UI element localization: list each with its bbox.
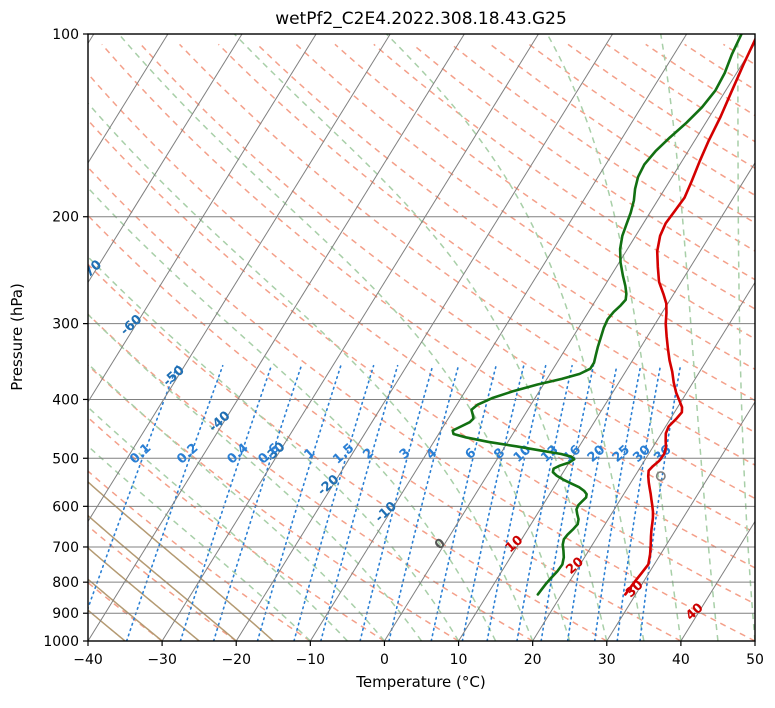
x-tick-label: 30	[598, 652, 616, 668]
x-tick-label: −30	[147, 652, 177, 668]
x-tick-label: 0	[380, 652, 389, 668]
dry-adiabats-group	[88, 43, 755, 641]
x-tick-label: 20	[524, 652, 542, 668]
dry-adiabat-line	[295, 43, 755, 371]
mixing-ratio-line	[256, 364, 342, 641]
mixing-ratio-line	[486, 364, 547, 641]
profile-series-group	[451, 34, 755, 596]
y-tick-label: 600	[52, 499, 79, 515]
y-tick-label: 100	[52, 27, 79, 43]
dry-adiabat-line	[334, 43, 755, 340]
dry-adiabat-line	[256, 43, 755, 402]
moist-adiabat-line	[118, 34, 571, 641]
pressure-gridlines-group	[88, 34, 755, 641]
mixing-ratio-line	[88, 364, 178, 611]
isotherm-line	[235, 34, 613, 641]
isotherm-line	[88, 34, 465, 641]
moist-adiabat-line	[233, 34, 608, 641]
y-tick-label: 900	[52, 606, 79, 622]
x-tick-label: −20	[221, 652, 251, 668]
dry-adiabat-line	[179, 43, 755, 466]
moist-adiabat-line	[88, 514, 237, 641]
lcl-marker-group	[655, 471, 666, 482]
mixing-ratio-line	[320, 364, 399, 641]
mixing-ratio-line	[516, 364, 573, 641]
moist-adiabat-line	[659, 34, 719, 641]
moist-adiabat-line	[88, 406, 348, 641]
y-tick-label: 700	[52, 540, 79, 556]
dry-adiabat-line	[217, 43, 755, 434]
moist-adiabat-line	[88, 480, 274, 641]
lcl-marker	[655, 471, 666, 482]
moist-adiabat-line	[88, 362, 386, 641]
isotherm-line	[532, 281, 755, 641]
y-tick-label: 500	[52, 451, 79, 467]
y-tick-label: 400	[52, 392, 79, 408]
isotherm-line	[384, 42, 755, 641]
y-axis-label: Pressure (hPa)	[8, 283, 26, 391]
isotherm-line	[161, 34, 539, 641]
dry-adiabat-line	[88, 313, 534, 641]
dry-adiabat-line	[88, 214, 682, 641]
moist-adiabat-line	[88, 186, 497, 641]
moist-adiabats-group	[88, 34, 755, 641]
moist-adiabat-line	[546, 34, 682, 641]
isotherm-line	[458, 161, 755, 641]
dry-adiabat-line	[88, 263, 608, 641]
moist-adiabat-line	[88, 578, 163, 641]
x-tick-label: −40	[73, 652, 103, 668]
moist-adiabat-line	[88, 255, 460, 641]
dry-adiabat-line	[373, 43, 755, 310]
mixing-ratio-line	[540, 364, 595, 641]
moist-adiabat-line	[88, 102, 534, 641]
dry-adiabat-line	[88, 364, 459, 641]
dry-adiabat-line	[88, 416, 385, 641]
y-tick-label: 800	[52, 575, 79, 591]
mixing-ratio-line	[212, 364, 303, 641]
x-tick-label: −10	[296, 652, 326, 668]
dry-adiabat-line	[88, 581, 163, 641]
mixing-ratio-line	[639, 364, 682, 641]
y-tick-label: 200	[52, 210, 79, 226]
page-title: wetPf2_C2E4.2022.308.18.43.G25	[275, 9, 567, 29]
x-tick-label: 50	[746, 652, 764, 668]
x-tick-label: 10	[450, 652, 468, 668]
isotherm-line	[88, 34, 169, 164]
mixing-ratio-line	[359, 364, 434, 641]
isotherm-line	[680, 520, 755, 641]
mixing-ratio-line	[430, 364, 497, 641]
profile-line-temperature	[623, 36, 755, 596]
isotherms-group	[88, 34, 755, 641]
y-tick-label: 1000	[43, 634, 79, 650]
profile-line-dewpoint	[451, 34, 743, 596]
mixing-ratio-line	[461, 364, 525, 641]
dry-adiabat-line	[88, 119, 755, 605]
isotherm-line	[88, 34, 391, 523]
plot-border	[87, 33, 756, 642]
moist-adiabat-line	[88, 546, 200, 641]
mixing-ratio-line	[179, 364, 273, 641]
mixing-ratio-line	[293, 364, 375, 641]
isotherm-line	[309, 34, 688, 641]
moist-adiabat-line	[385, 34, 645, 641]
mixing-ratio-line	[388, 364, 460, 641]
dry-adiabat-line	[88, 166, 755, 641]
isotherm-line	[606, 400, 755, 641]
mixing-ratio-line	[616, 364, 662, 641]
isotherm-line	[88, 34, 317, 403]
mixing-ratio-lines-group	[88, 364, 682, 641]
y-tick-label: 300	[52, 317, 79, 333]
isotherm-line	[88, 34, 243, 284]
mixing-ratio-line	[593, 364, 642, 641]
x-tick-label: 40	[672, 652, 690, 668]
mixing-ratio-line	[566, 364, 618, 641]
dry-adiabat-line	[412, 43, 755, 281]
moist-adiabat-line	[736, 34, 755, 641]
x-axis-label: Temperature (°C)	[355, 673, 485, 691]
